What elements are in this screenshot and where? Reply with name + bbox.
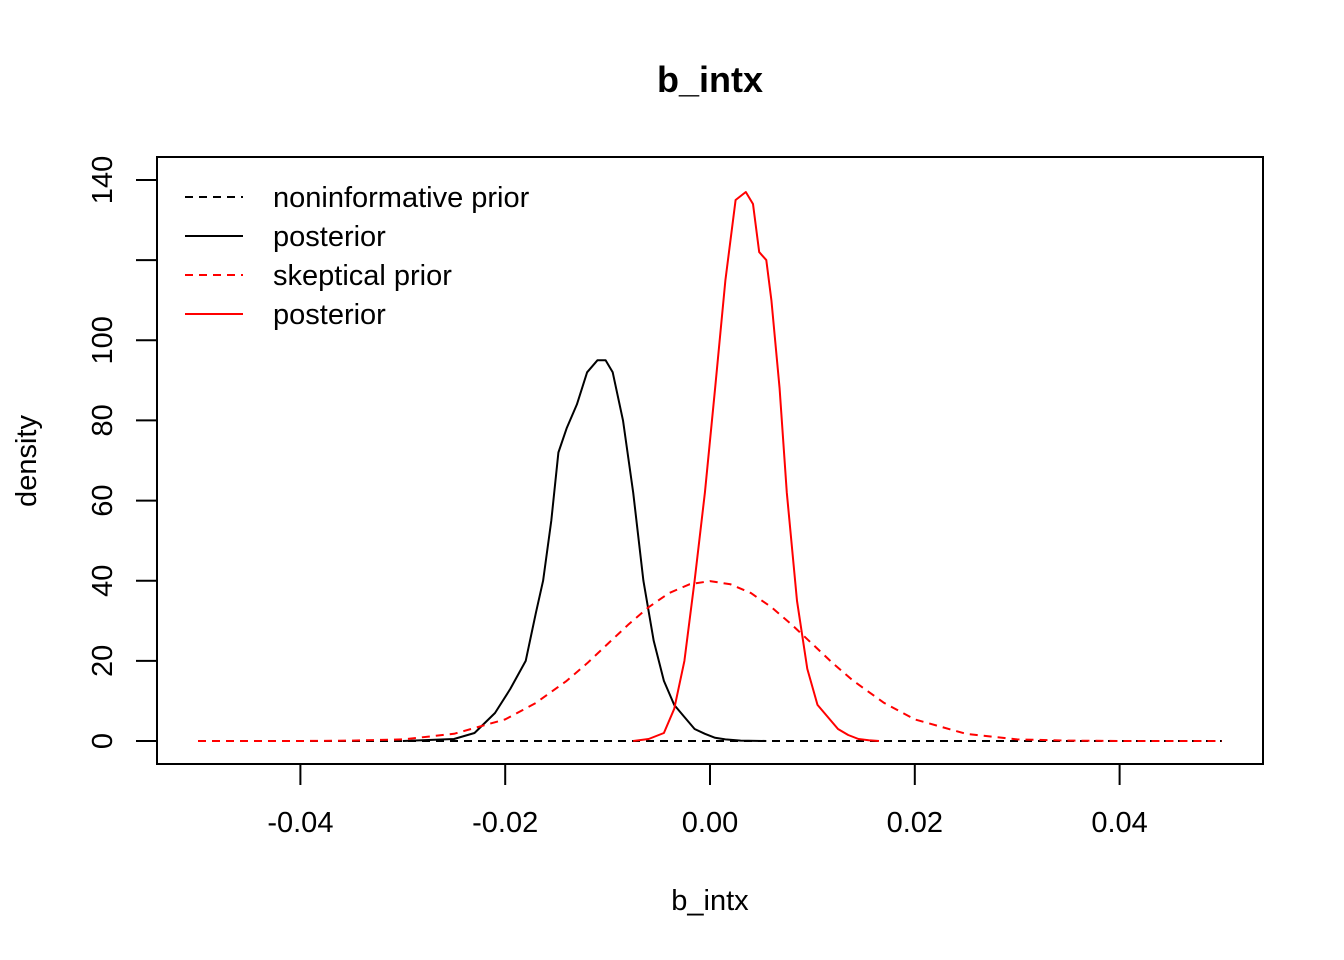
legend-item-posterior: posterior [185, 221, 386, 253]
x-tick-label: -0.02 [472, 807, 538, 839]
posterior-line [402, 359, 767, 742]
y-axis: 0 20 40 60 80 100 140 [87, 156, 158, 749]
legend-label: skeptical prior [273, 260, 452, 292]
legend: noninformative prior posterior skeptical p… [185, 182, 530, 331]
legend-label: posterior [273, 299, 386, 331]
chart-title: b_intx [657, 59, 763, 100]
series-layer [198, 191, 1222, 742]
y-tick-label: 40 [87, 565, 119, 597]
x-tick-label: 0.02 [887, 807, 943, 839]
x-tick-label: -0.04 [267, 807, 333, 839]
legend-label: posterior [273, 221, 386, 253]
y-tick-label: 0 [87, 733, 119, 749]
legend-item-noninformative-prior: noninformative prior [185, 182, 530, 214]
legend-item-skeptical-prior: skeptical prior [185, 260, 452, 292]
y-tick-label: 140 [87, 156, 119, 204]
y-tick-label: 20 [87, 645, 119, 677]
y-tick-label: 100 [87, 316, 119, 364]
skeptical-prior-line [198, 580, 1222, 742]
x-axis: -0.04 -0.02 0.00 0.02 0.04 [267, 763, 1148, 839]
legend-label: noninformative prior [273, 182, 530, 214]
x-tick-label: 0.04 [1091, 807, 1147, 839]
skeptical-posterior-line [633, 191, 880, 742]
y-tick-label: 60 [87, 484, 119, 516]
y-tick-label: 80 [87, 404, 119, 436]
x-axis-label: b_intx [671, 885, 749, 917]
x-tick-label: 0.00 [682, 807, 738, 839]
legend-item-skeptical-posterior: posterior [185, 299, 386, 331]
y-axis-label: density [11, 415, 43, 507]
